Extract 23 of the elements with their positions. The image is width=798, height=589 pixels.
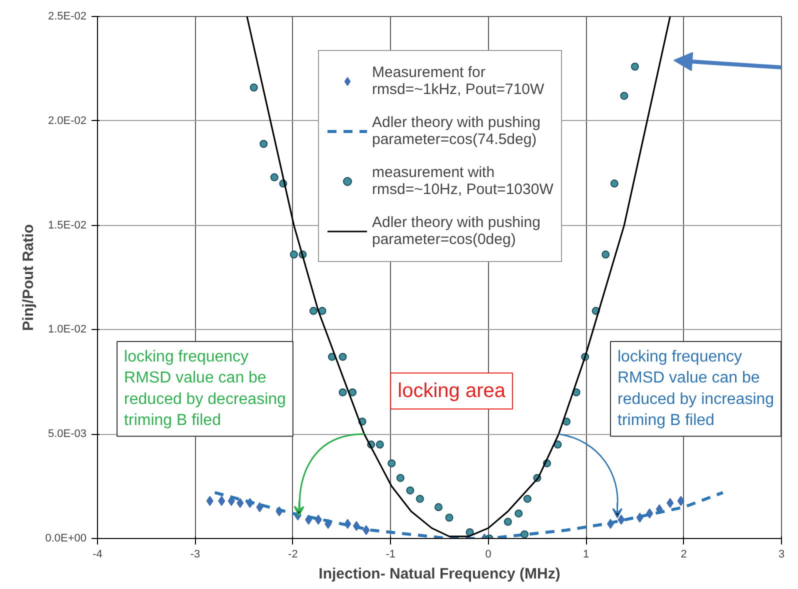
annotation: locking frequency RMSD value can be reduced by decreasing triming B filed [124,348,286,430]
legend-label: Adler theory with pushing parameter=cos(74.5deg) [372,113,540,150]
legend-label: Measurement for rmsd=~1kHz, Pout=710W [372,63,544,100]
y-tick-label: 0.0E+00 [45,532,87,544]
legend-label: measurement with rmsd=~10Hz, Pout=1030W [372,163,554,200]
x-tick-label: -1 [386,548,396,560]
x-tick-label: 1 [583,548,590,560]
x-tick-label: -3 [190,548,200,560]
y-tick-label: 2.0E-02 [48,114,87,127]
x-tick-label: -4 [92,548,102,560]
y-tick-label: 2.5E-02 [48,10,87,22]
annotation: locking area [398,380,506,402]
x-tick-label: 2 [680,548,687,560]
annotation: locking frequency RMSD value can be reduced by increasing triming B filed [618,348,774,430]
legend-label: Adler theory with pushing parameter=cos(0deg) [372,213,540,250]
y-tick-label: 5.0E-03 [48,428,87,440]
y-tick-label: 1.0E-02 [48,324,87,336]
x-tick-label: 0 [485,548,492,560]
x-tick-label: -2 [288,548,298,560]
y-axis-title: Pinj/Pout Ratio [20,224,38,331]
y-tick-label: 1.5E-02 [48,219,87,232]
x-axis-title: Injection- Natual Frequency (MHz) [318,566,560,582]
x-tick-label: 3 [778,548,785,560]
